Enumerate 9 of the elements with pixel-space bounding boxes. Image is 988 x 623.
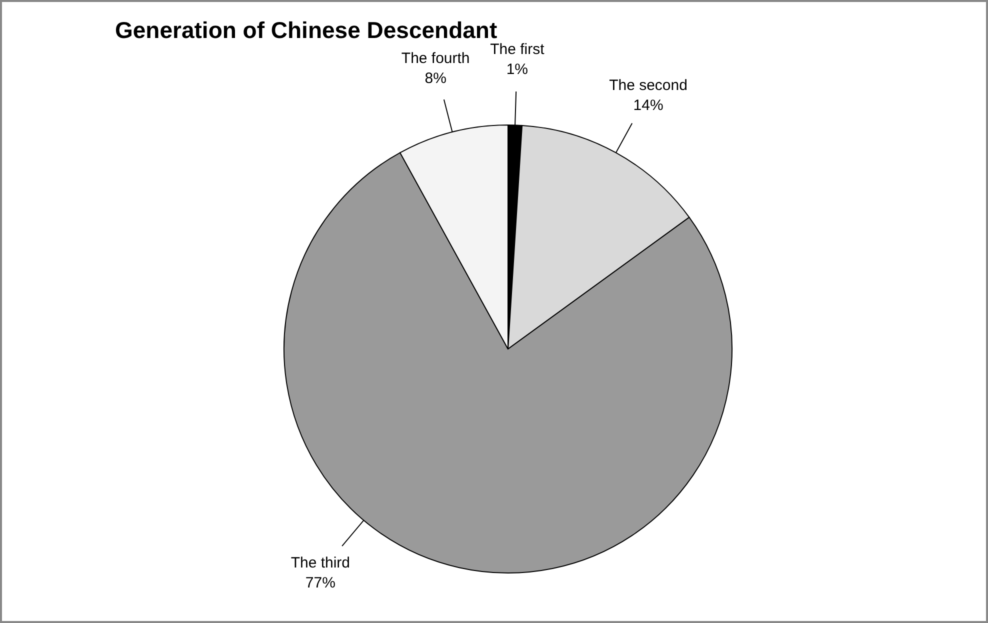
data-label: 14%	[633, 96, 664, 114]
slice-label: The fourth	[401, 50, 470, 67]
data-label: 8%	[424, 70, 446, 87]
slice-label: The second	[609, 76, 688, 94]
slice-label: The third	[290, 554, 350, 572]
chart-title: Generation of Chinese Descendant	[115, 17, 498, 43]
data-label: 1%	[506, 60, 528, 78]
slice-label: The first	[490, 40, 546, 58]
data-label: 77%	[305, 574, 336, 592]
